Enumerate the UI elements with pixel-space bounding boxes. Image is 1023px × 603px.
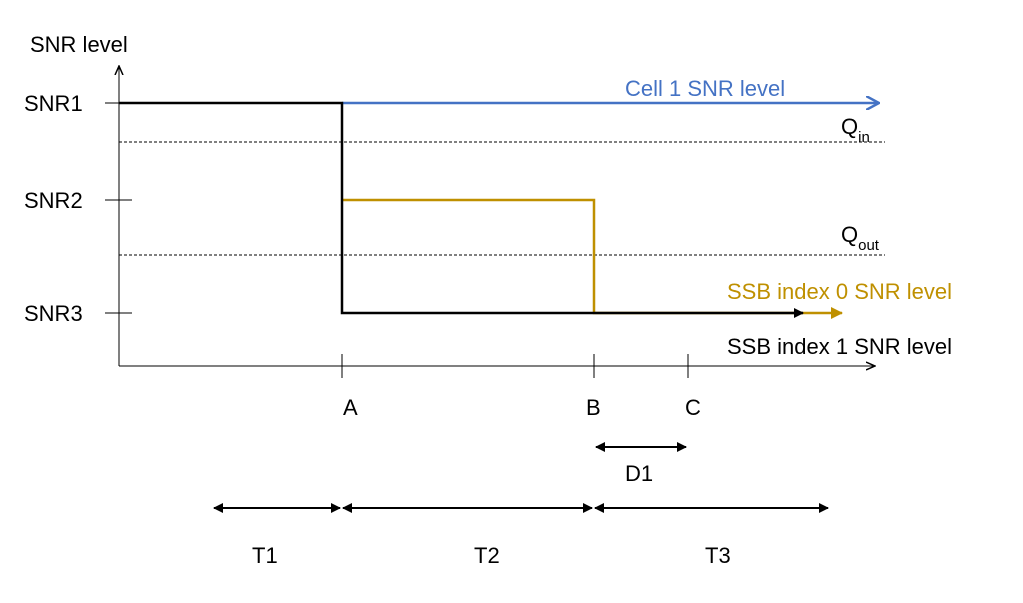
qin-base: Q bbox=[841, 114, 858, 139]
qout-subscript: out bbox=[858, 237, 880, 254]
snr3-label: SNR3 bbox=[24, 301, 83, 326]
qout-label: Qout bbox=[841, 222, 880, 254]
snr1-label: SNR1 bbox=[24, 91, 83, 116]
ssb1-series-label: SSB index 1 SNR level bbox=[727, 334, 952, 359]
ssb0-series-label: SSB index 0 SNR level bbox=[727, 279, 952, 304]
snr2-label: SNR2 bbox=[24, 188, 83, 213]
qin-subscript: in bbox=[858, 129, 870, 146]
ssb1-snr-line bbox=[119, 101, 804, 318]
t2-label: T2 bbox=[474, 543, 500, 568]
x-point-a-label: A bbox=[343, 395, 358, 420]
d1-label: D1 bbox=[625, 461, 653, 486]
t3-label: T3 bbox=[705, 543, 731, 568]
cell1-series-label: Cell 1 SNR level bbox=[625, 76, 785, 101]
t1-label: T1 bbox=[252, 543, 278, 568]
x-point-c-label: C bbox=[685, 395, 701, 420]
y-axis-label: SNR level bbox=[30, 32, 128, 57]
qin-label: Qin bbox=[841, 114, 870, 146]
qout-base: Q bbox=[841, 222, 858, 247]
x-point-b-label: B bbox=[586, 395, 601, 420]
